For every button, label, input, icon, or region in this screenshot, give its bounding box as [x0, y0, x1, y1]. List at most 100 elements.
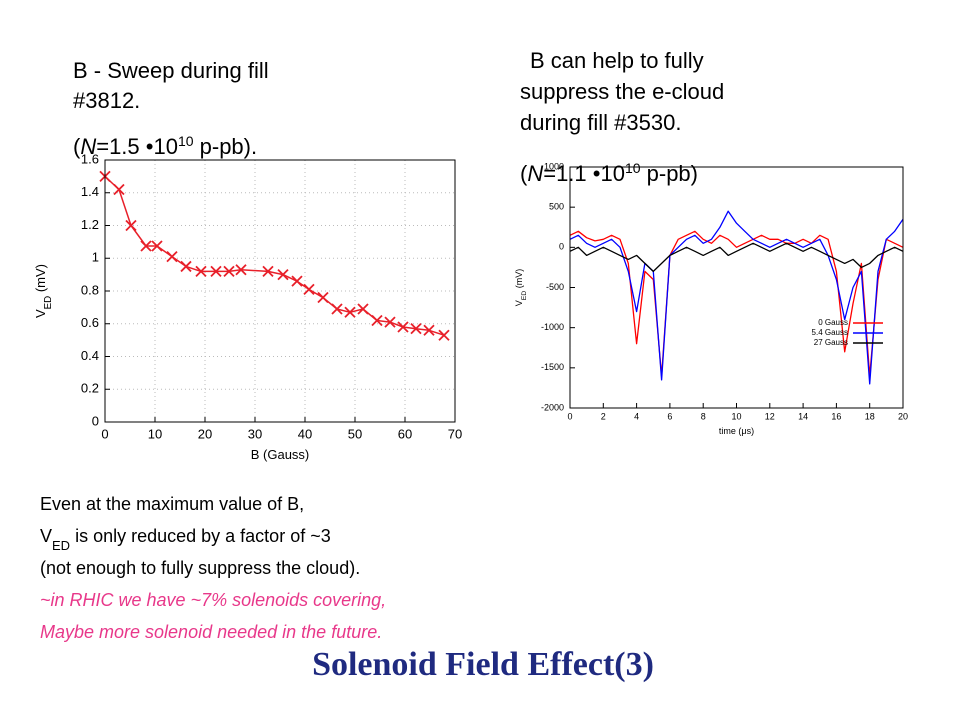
caption-formula-part: =1.5 •10 [96, 134, 178, 159]
data-point [344, 306, 356, 318]
data-point [410, 323, 422, 335]
chart: 0 10 20 30 40 50 60 70 0 0.2 0.4 0.6 0.8 1 1.2 1.4 1.6 B … [33, 151, 462, 462]
note-line: (not enough to fully suppress the cloud)… [40, 558, 360, 578]
x-tick-label: 0 [567, 411, 572, 421]
x-tick-label: 10 [731, 411, 741, 421]
charts: 0 10 20 30 40 50 60 7000.20.40.60.811.21.41.6B … [33, 151, 908, 462]
x-tick-label: 0 [101, 426, 108, 441]
x-axis-label: time (μs) [719, 426, 754, 436]
x-tick-label: 20 [898, 411, 908, 421]
caption-formula-part: N [80, 134, 96, 159]
y-tick-label: -1000 [541, 322, 564, 332]
data-point [277, 268, 289, 281]
x-tick-label: 6 [667, 411, 672, 421]
x-tick-label: 20 [198, 426, 212, 441]
data-point [151, 240, 163, 252]
y-tick-label: 1.6 [81, 151, 99, 166]
y-axis-label-part: ED [43, 296, 54, 310]
plot-area [105, 160, 455, 422]
y-axis-label-part: V [514, 300, 524, 306]
y-axis-label-part: (mV) [514, 269, 524, 291]
plot-frame [104, 159, 456, 423]
x-tick-label: 60 [398, 426, 412, 441]
x-tick-label: 18 [865, 411, 875, 421]
caption-formula: (N=1.1 •1010 p-pb) [520, 160, 698, 186]
note-line-part: V [40, 526, 52, 546]
legend-label: 27 Gauss [814, 338, 848, 347]
x-tick-label: 70 [448, 426, 462, 441]
series-line [569, 210, 904, 385]
y-tick-label: 1.4 [81, 184, 99, 199]
caption-formula-part: ( [73, 134, 81, 159]
caption-line: #3812. [73, 88, 140, 113]
data-point [113, 183, 125, 196]
data-point [166, 250, 178, 263]
data-point [384, 316, 396, 328]
caption-formula-part: p-pb) [641, 161, 698, 186]
caption-formula-part: N [527, 161, 543, 186]
caption-line: during fill #3530. [520, 110, 681, 135]
y-axis-label: VED (mV) [33, 264, 54, 318]
plot-area [570, 167, 903, 408]
y-axis-label-part: V [33, 309, 48, 318]
y-tick-label: -1500 [541, 362, 564, 372]
caption-formula-part: =1.1 •10 [543, 161, 625, 186]
plot-frame [569, 166, 904, 409]
data-point [438, 329, 450, 341]
data-point [195, 265, 207, 277]
x-tick-label: 30 [248, 426, 262, 441]
note-line: Even at the maximum value of B, [40, 494, 304, 514]
data-point [140, 240, 152, 252]
y-axis-label-part: ED [521, 291, 528, 301]
data-point [371, 314, 383, 327]
x-axis-label: B (Gauss) [251, 447, 310, 462]
y-tick-label: 1 [92, 250, 99, 265]
data-point [223, 265, 235, 277]
chart: 0 2 4 6 8 10 12 14 16 18 20 -2000 -1500 -1000 -500 0 500… [514, 161, 908, 435]
data-point [331, 303, 343, 315]
caption-formula-part: ( [520, 161, 528, 186]
data-point [317, 291, 329, 304]
data-point [423, 324, 435, 336]
y-axis-label-part: (mV) [33, 264, 48, 296]
y-tick-label: -2000 [541, 402, 564, 412]
caption-formula-part: 10 [178, 133, 194, 149]
x-tick-label: 14 [798, 411, 808, 421]
x-tick-label: 2 [601, 411, 606, 421]
data-point [262, 265, 274, 277]
data-point [210, 265, 222, 277]
x-tick-label: 4 [634, 411, 639, 421]
x-tick-label: 16 [831, 411, 841, 421]
x-tick-label: 8 [701, 411, 706, 421]
caption-line: B - Sweep during fill [73, 58, 269, 83]
data-point [125, 219, 137, 232]
data-point [180, 260, 192, 273]
texts: B - Sweep during fill #3812. (N=1.5 •1010 … [40, 48, 724, 683]
note-highlight: Maybe more solenoid needed in the future… [40, 622, 382, 642]
data-point [291, 275, 303, 287]
y-tick-label: 0.2 [81, 381, 99, 396]
data-point [357, 303, 369, 315]
y-tick-label: 0.6 [81, 315, 99, 330]
y-axis-label: VED (mV) [514, 269, 528, 306]
y-tick-label: 1000 [544, 161, 564, 171]
note-line: VED is only reduced by a factor of ~3 [40, 526, 331, 553]
series-line [569, 242, 904, 273]
note-highlight: ~in RHIC we have ~7% solenoids covering, [40, 590, 386, 610]
caption-formula: (N=1.5 •1010 p-pb). [73, 133, 257, 159]
caption-line: B can help to fully [530, 48, 704, 73]
y-tick-label: 0.8 [81, 282, 99, 297]
y-tick-label: 0 [92, 413, 99, 428]
data-point [397, 321, 409, 333]
data-point [235, 264, 247, 276]
y-tick-label: -500 [546, 282, 564, 292]
x-tick-label: 40 [298, 426, 312, 441]
x-tick-label: 10 [148, 426, 162, 441]
legend-label: 5.4 Gauss [812, 328, 848, 337]
legend-label: 0 Gauss [818, 318, 848, 327]
note-line-part: ED [52, 538, 70, 553]
x-tick-label: 12 [765, 411, 775, 421]
y-tick-label: 0.4 [81, 348, 99, 363]
caption-line: suppress the e-cloud [520, 79, 724, 104]
